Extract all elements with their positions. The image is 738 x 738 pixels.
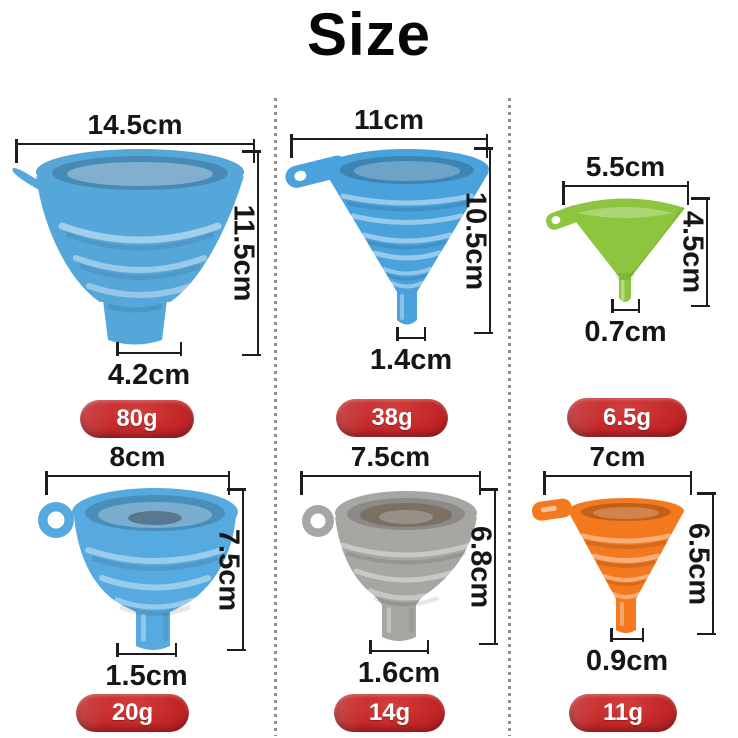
weight-badge: 11g: [569, 694, 677, 732]
weight-badge: 6.5g: [567, 398, 687, 437]
funnel-6-body: [531, 498, 684, 633]
top-width-label: 8cm: [109, 441, 166, 472]
spout-width-label: 1.5cm: [105, 660, 188, 692]
funnel-5-image: [302, 491, 477, 641]
dimension-line: [369, 640, 429, 654]
funnel-1-body: [12, 149, 244, 345]
top-width-dimension: 14.5cm: [15, 109, 255, 163]
weight-badge: 38g: [336, 399, 448, 437]
height-dimension: 6.8cm: [465, 488, 498, 645]
spout-width-dimension: 1.6cm: [358, 640, 440, 689]
height-label: 6.5cm: [682, 522, 715, 605]
spout-width-dimension: 1.4cm: [370, 327, 452, 376]
column-divider-right: [508, 98, 511, 736]
funnel-4-body: [38, 488, 238, 650]
funnel-1-image: [12, 149, 244, 345]
top-width-label: 14.5cm: [87, 109, 183, 140]
height-dimension: 10.5cm: [460, 147, 493, 334]
top-width-label: 5.5cm: [585, 151, 666, 182]
dimension-line: [611, 299, 640, 313]
dimension-line: [300, 471, 481, 495]
top-width-dimension: 7cm: [543, 441, 692, 495]
top-width-label: 7.5cm: [350, 441, 431, 472]
height-dimension: 6.5cm: [683, 492, 716, 635]
spout-width-label: 1.4cm: [369, 344, 453, 376]
page-title: Size: [306, 1, 432, 68]
top-width-dimension: 5.5cm: [562, 151, 689, 205]
top-width-dimension: 8cm: [45, 441, 230, 495]
height-dimension: 11.5cm: [228, 150, 261, 356]
funnel-2-body: [285, 149, 489, 325]
weight-badge: 14g: [334, 694, 445, 732]
dimension-line: [116, 643, 177, 657]
spout-width-dimension: 1.5cm: [105, 643, 188, 692]
funnel-3-image: [546, 198, 685, 302]
top-width-label: 11cm: [353, 104, 425, 135]
spout-width-dimension: 4.2cm: [108, 342, 190, 391]
funnel-4-image: [38, 488, 238, 650]
top-width-label: 7cm: [589, 441, 646, 472]
weight-badge: 20g: [76, 694, 189, 732]
spout-width-dimension: 0.7cm: [584, 299, 667, 348]
weight-badge: 80g: [80, 400, 194, 438]
dimension-line: [610, 628, 644, 642]
top-width-dimension: 7.5cm: [300, 441, 481, 495]
dimension-line: [396, 327, 426, 341]
spout-width-label: 0.9cm: [585, 645, 669, 677]
funnel-6-image: [531, 498, 684, 633]
spout-width-label: 0.7cm: [584, 316, 667, 348]
height-dimension: 4.5cm: [677, 197, 710, 307]
top-width-dimension: 11cm: [290, 104, 488, 158]
funnel-2-image: [285, 149, 489, 325]
dimension-line: [290, 134, 488, 158]
spout-width-label: 4.2cm: [107, 359, 191, 391]
dimension-line: [45, 471, 230, 495]
funnel-3-body: [546, 198, 685, 302]
dimension-line: [116, 342, 182, 356]
dimension-line: [562, 181, 689, 205]
dimension-line: [543, 471, 692, 495]
height-dimension: 7.5cm: [213, 488, 246, 651]
column-divider-left: [274, 98, 277, 736]
funnel-5-body: [302, 491, 477, 641]
spout-width-dimension: 0.9cm: [586, 628, 668, 677]
spout-width-label: 1.6cm: [357, 657, 441, 689]
